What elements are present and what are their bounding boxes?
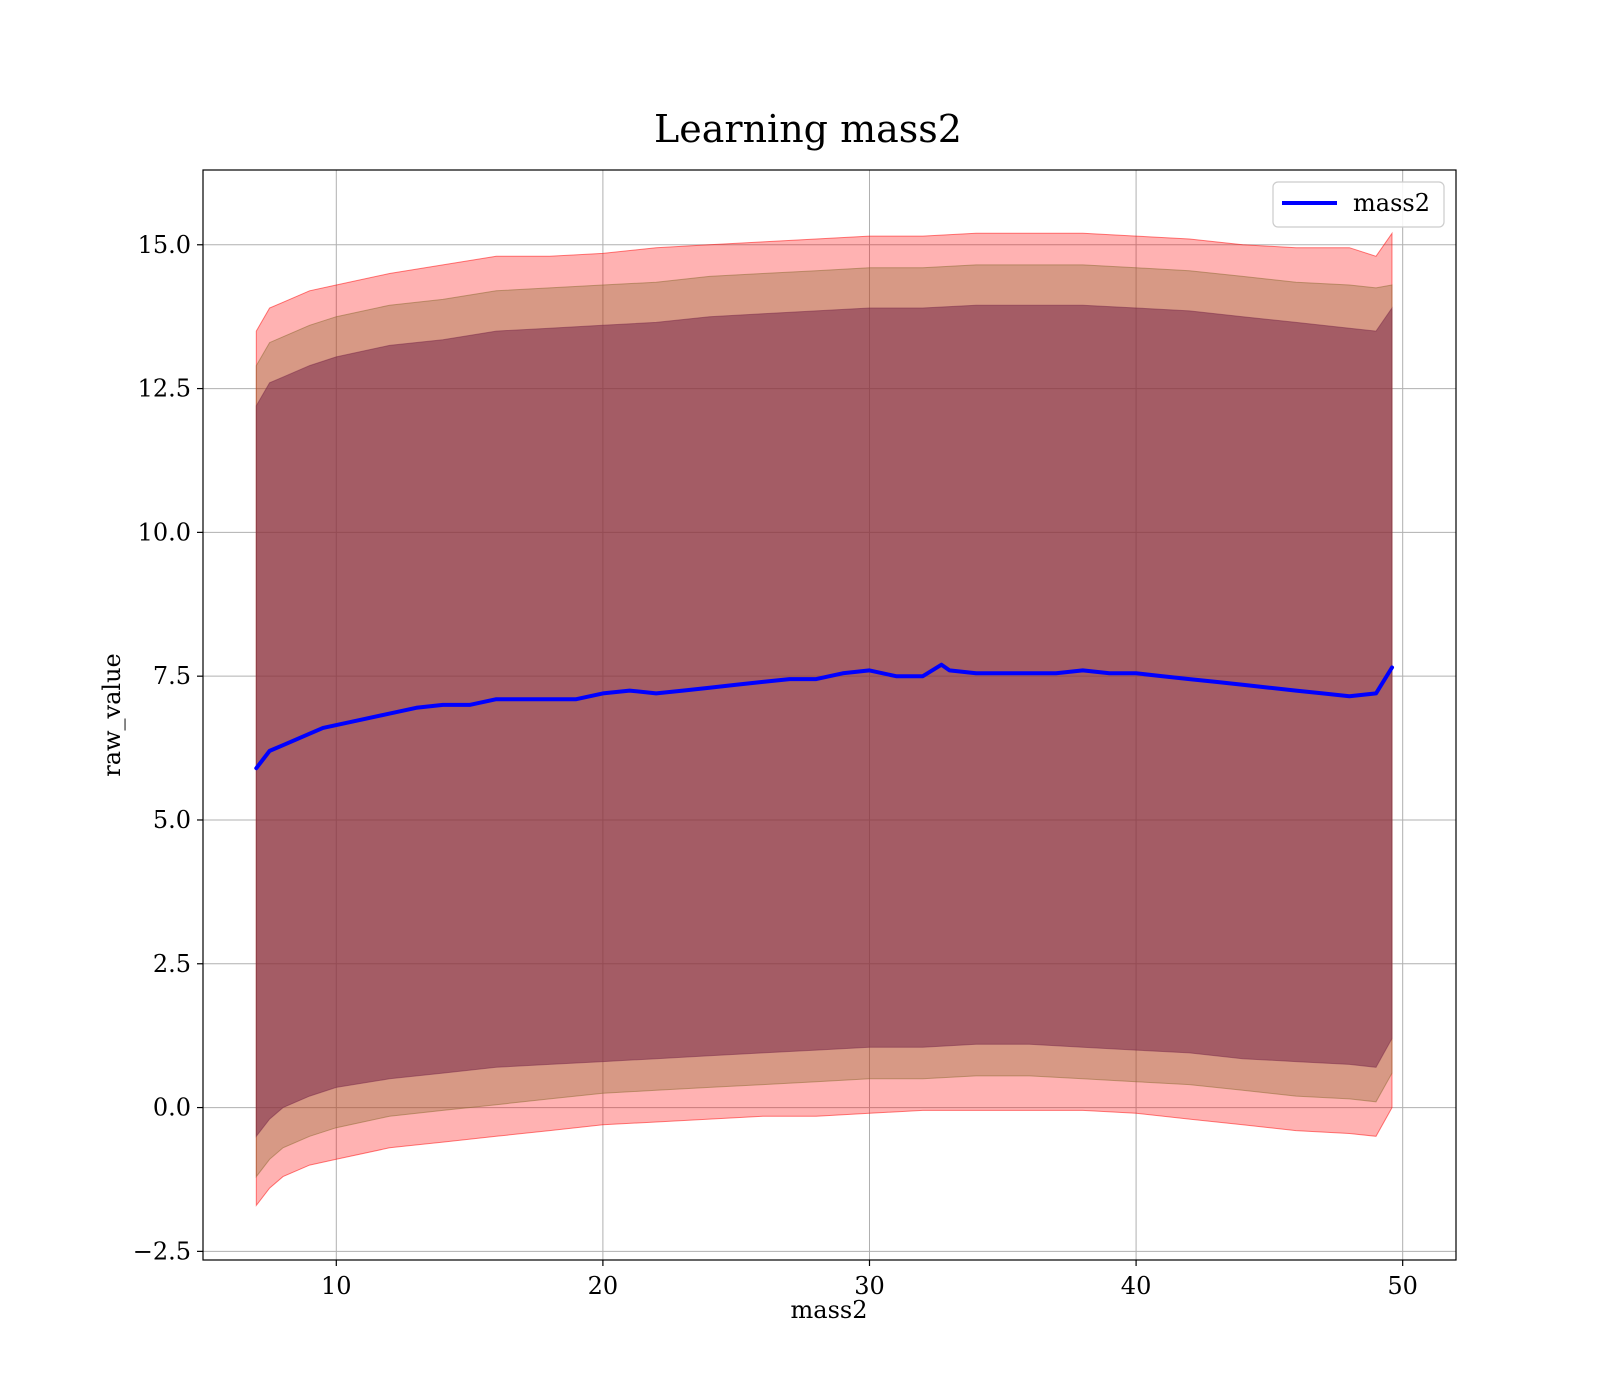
y-tick-label: 12.5 bbox=[138, 375, 191, 403]
y-tick-label: 2.5 bbox=[153, 950, 191, 978]
x-tick-label: 40 bbox=[1121, 1272, 1152, 1300]
band-inner bbox=[255, 304, 1393, 1138]
y-axis-label: raw_value bbox=[98, 653, 126, 777]
y-axis-ticks: −2.5 0.0 2.5 5.0 7.5 10.0 12.5 15.0 bbox=[133, 231, 203, 1265]
y-tick-label: 7.5 bbox=[153, 662, 191, 690]
x-tick-label: 50 bbox=[1387, 1272, 1418, 1300]
x-axis-label: mass2 bbox=[791, 1296, 868, 1324]
x-axis-ticks: 10 20 30 40 50 bbox=[321, 1260, 1418, 1300]
y-tick-label: 0.0 bbox=[153, 1094, 191, 1122]
series-line-mass2 bbox=[254, 662, 1394, 771]
plot-frame bbox=[202, 169, 1457, 1261]
series-line-layer bbox=[254, 662, 1394, 771]
x-tick-label: 10 bbox=[321, 1272, 352, 1300]
y-tick-label: 15.0 bbox=[138, 231, 191, 259]
chart-title: Learning mass2 bbox=[654, 107, 962, 151]
legend-label-mass2: mass2 bbox=[1353, 189, 1430, 217]
y-tick-label: 10.0 bbox=[138, 518, 191, 546]
y-tick-label: 5.0 bbox=[153, 806, 191, 834]
y-tick-label: −2.5 bbox=[133, 1237, 191, 1265]
x-tick-label: 20 bbox=[588, 1272, 619, 1300]
x-tick-label: 30 bbox=[854, 1272, 885, 1300]
legend: mass2 bbox=[1272, 181, 1445, 228]
legend-box bbox=[1272, 181, 1445, 228]
confidence-bands bbox=[255, 231, 1393, 1207]
